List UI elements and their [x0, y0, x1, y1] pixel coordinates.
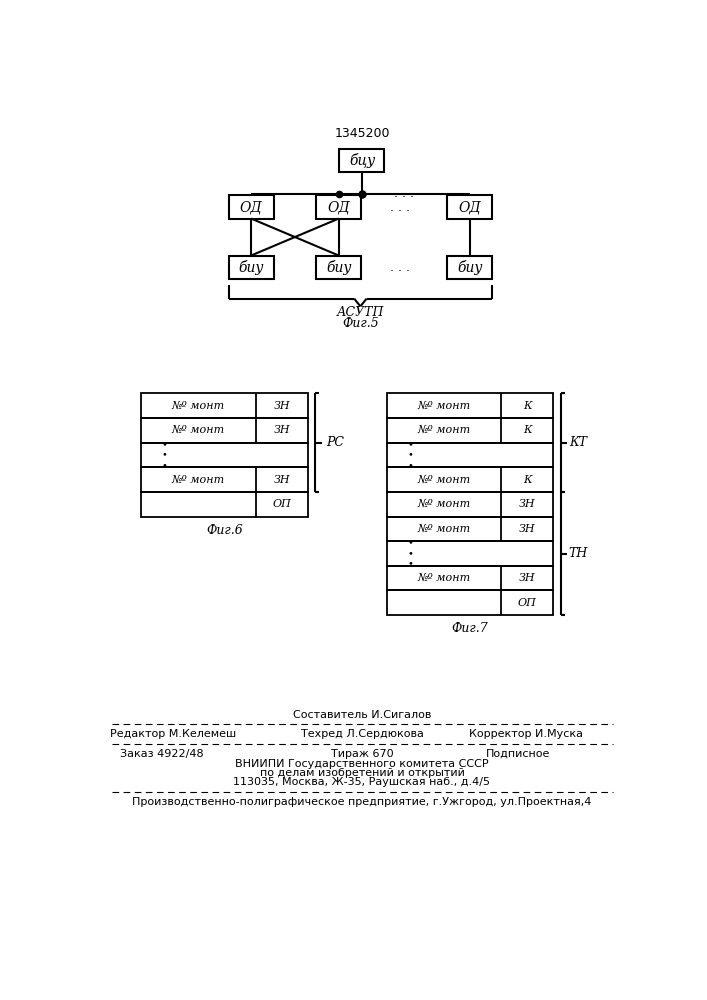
Bar: [387, 541, 554, 566]
Bar: [387, 467, 554, 492]
Text: К: К: [523, 425, 532, 435]
Text: ЗН: ЗН: [519, 573, 536, 583]
Text: К: К: [523, 475, 532, 485]
Text: биу: биу: [326, 260, 351, 275]
Text: ОП: ОП: [272, 499, 291, 509]
Bar: [387, 517, 554, 541]
Text: Фиг.7: Фиг.7: [452, 622, 489, 635]
Bar: [387, 566, 554, 590]
Text: •
•
•: • • •: [407, 539, 413, 568]
Text: АСУТП: АСУТП: [337, 306, 384, 319]
Text: №º монт: №º монт: [418, 475, 471, 485]
Text: ОД: ОД: [240, 200, 262, 214]
Text: ОП: ОП: [518, 598, 537, 608]
Text: •
•
•: • • •: [407, 440, 413, 470]
Bar: [339, 149, 385, 172]
Bar: [141, 418, 308, 443]
Text: К: К: [523, 401, 532, 411]
Text: . . .: . . .: [390, 261, 410, 274]
Text: ОД: ОД: [458, 200, 481, 214]
Text: Корректор И.Муска: Корректор И.Муска: [469, 729, 583, 739]
Text: Заказ 4922/48: Заказ 4922/48: [120, 749, 204, 759]
Bar: [387, 393, 554, 418]
Text: •
•
•: • • •: [161, 440, 168, 470]
Text: ТН: ТН: [568, 547, 588, 560]
Text: №º монт: №º монт: [418, 499, 471, 509]
Text: ОД: ОД: [327, 200, 350, 214]
Bar: [228, 256, 274, 279]
Bar: [387, 492, 554, 517]
Bar: [141, 467, 308, 492]
Text: . . .: . . .: [395, 187, 414, 200]
Text: ВНИИПИ Государственного комитета СССР: ВНИИПИ Государственного комитета СССР: [235, 759, 489, 769]
Text: 1345200: 1345200: [334, 127, 390, 140]
Bar: [316, 195, 361, 219]
Text: Фиг.6: Фиг.6: [206, 524, 243, 537]
Text: №º монт: №º монт: [418, 425, 471, 435]
Text: бцу: бцу: [349, 153, 375, 168]
Bar: [387, 418, 554, 443]
Text: Составитель И.Сигалов: Составитель И.Сигалов: [293, 710, 431, 720]
Text: №º монт: №º монт: [172, 401, 225, 411]
Bar: [141, 443, 308, 467]
Bar: [141, 492, 308, 517]
Text: №º монт: №º монт: [418, 573, 471, 583]
Text: Тираж 670: Тираж 670: [331, 749, 393, 759]
Text: 113035, Москва, Ж-35, Раушская наб., д.4/5: 113035, Москва, Ж-35, Раушская наб., д.4…: [233, 777, 491, 787]
Text: ЗН: ЗН: [274, 401, 290, 411]
Bar: [387, 590, 554, 615]
Bar: [387, 443, 554, 467]
Text: Производственно-полиграфическое предприятие, г.Ужгород, ул.Проектная,4: Производственно-полиграфическое предприя…: [132, 797, 592, 807]
Text: по делам изобретений и открытий: по делам изобретений и открытий: [259, 768, 464, 778]
Text: №º монт: №º монт: [418, 524, 471, 534]
Bar: [448, 195, 492, 219]
Bar: [316, 256, 361, 279]
Text: . . .: . . .: [390, 201, 410, 214]
Text: ЗН: ЗН: [519, 499, 536, 509]
Text: КТ: КТ: [569, 436, 588, 449]
Bar: [448, 256, 492, 279]
Text: Редактор М.Келемеш: Редактор М.Келемеш: [110, 729, 237, 739]
Text: Фиг.5: Фиг.5: [342, 317, 379, 330]
Bar: [141, 393, 308, 418]
Text: ЗН: ЗН: [274, 475, 290, 485]
Text: №º монт: №º монт: [418, 401, 471, 411]
Text: ЗН: ЗН: [519, 524, 536, 534]
Text: Техред Л.Сердюкова: Техред Л.Сердюкова: [300, 729, 423, 739]
Text: PC: PC: [326, 436, 344, 449]
Text: биу: биу: [238, 260, 264, 275]
Text: ЗН: ЗН: [274, 425, 290, 435]
Text: №º монт: №º монт: [172, 425, 225, 435]
Text: биу: биу: [457, 260, 482, 275]
Text: №º монт: №º монт: [172, 475, 225, 485]
Text: Подписное: Подписное: [486, 749, 551, 759]
Bar: [228, 195, 274, 219]
